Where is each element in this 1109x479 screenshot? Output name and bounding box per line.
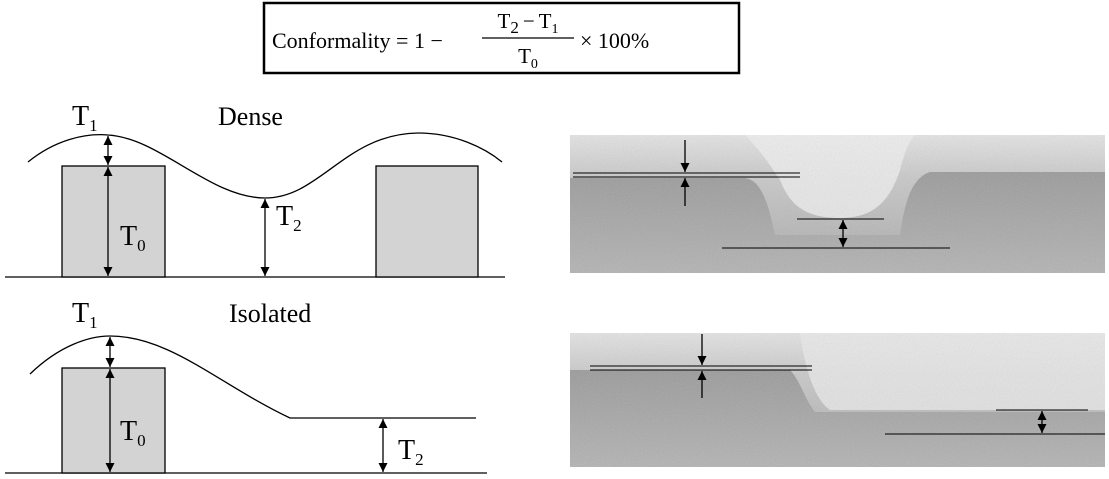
sem-image-isolated xyxy=(570,333,1105,467)
t0-label: T0 xyxy=(120,221,146,255)
t1-label: T1 xyxy=(72,298,98,332)
formula-label: Conformality = 1 − xyxy=(272,28,443,53)
formula: Conformality = 1 − T2− T1 T0 × 100% xyxy=(262,1,741,75)
block xyxy=(61,367,166,474)
formula-factor: × 100% xyxy=(580,28,649,53)
dense-title: Dense xyxy=(218,102,283,131)
sem-image-dense xyxy=(570,135,1105,273)
denominator: T0 xyxy=(518,44,538,72)
isolated-schematic: T1 Isolated T0 T2 xyxy=(5,298,487,474)
dense-schematic: T1 Dense T0 T2 xyxy=(5,101,505,278)
t2-label: T2 xyxy=(398,435,424,469)
sem-texture xyxy=(570,135,1105,273)
sem-texture xyxy=(570,333,1105,467)
block xyxy=(375,165,479,278)
film-profile xyxy=(27,132,503,199)
t1-label: T1 xyxy=(72,101,98,135)
isolated-title: Isolated xyxy=(229,299,311,328)
numerator: T2− T1 xyxy=(498,9,559,37)
t0-label: T0 xyxy=(120,416,146,450)
t2-label: T2 xyxy=(276,201,302,235)
block xyxy=(61,165,166,278)
film-profile xyxy=(29,335,476,419)
